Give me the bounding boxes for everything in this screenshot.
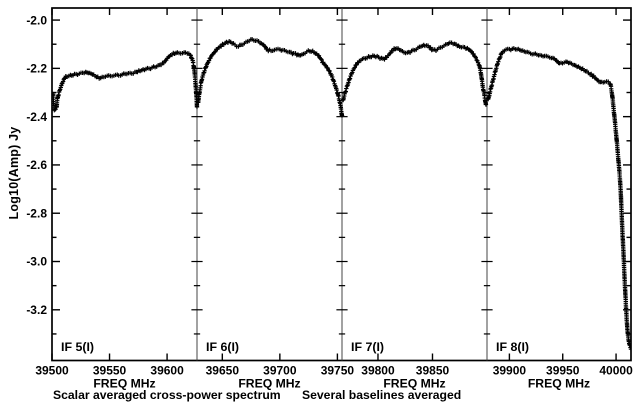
- x-tick-label: 39750: [321, 364, 355, 378]
- y-tick-label: -3.2: [26, 303, 47, 317]
- x-tick-label: 39700: [263, 364, 297, 378]
- x-axis-title: FREQ MHz: [383, 377, 445, 391]
- x-tick-label: 39550: [93, 364, 127, 378]
- x-tick-label: 39600: [150, 364, 184, 378]
- x-tick-label: 39800: [361, 364, 395, 378]
- y-tick-label: -2.0: [26, 13, 47, 27]
- y-tick-label: -2.4: [26, 110, 47, 124]
- y-tick-label: -2.6: [26, 158, 47, 172]
- if-panel-label: IF 7(I): [351, 340, 384, 354]
- spectrum-data-series: [196, 37, 345, 118]
- spectrum-data-series: [340, 40, 489, 107]
- x-axis-title: FREQ MHz: [528, 377, 590, 391]
- if-panel-label: IF 8(I): [496, 340, 529, 354]
- spectrum-data-series: [485, 46, 631, 352]
- x-tick-label: 39500: [35, 364, 69, 378]
- x-tick-label: 39900: [493, 364, 527, 378]
- chart-caption: Scalar averaged cross-power spectrum Sev…: [53, 388, 461, 402]
- x-axis-title: FREQ MHz: [238, 377, 300, 391]
- x-tick-label: 39950: [546, 364, 580, 378]
- y-tick-label: -3.0: [26, 255, 47, 269]
- caption-baselines: Several baselines averaged: [302, 388, 462, 402]
- x-axis-title: FREQ MHz: [93, 377, 155, 391]
- x-tick-label: 40000: [599, 364, 633, 378]
- caption-spectrum-type: Scalar averaged cross-power spectrum: [53, 388, 281, 402]
- y-tick-label: -2.2: [26, 62, 47, 76]
- x-tick-label: 39850: [416, 364, 450, 378]
- spectrum-data-series: [52, 50, 200, 113]
- x-tick-label: 39650: [206, 364, 240, 378]
- if-panel-label: IF 5(I): [61, 340, 94, 354]
- if-panel-label: IF 6(I): [206, 340, 239, 354]
- y-axis-title: Log10(Amp) Jy: [7, 126, 21, 220]
- y-tick-label: -2.8: [26, 206, 47, 220]
